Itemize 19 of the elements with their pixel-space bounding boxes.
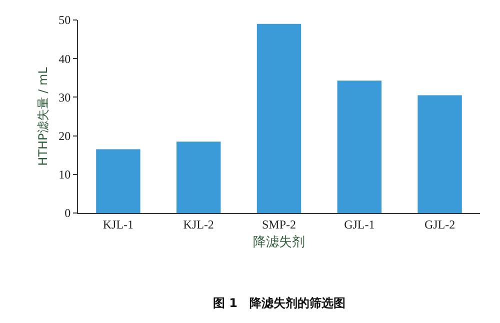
x-tick-label: GJL-2: [424, 217, 456, 232]
x-tick-label: KJL-1: [102, 217, 134, 232]
bar: [176, 142, 221, 213]
y-tick-label: 10: [58, 168, 71, 182]
bar: [96, 149, 140, 213]
y-tick-label: 0: [64, 206, 71, 220]
y-tick-label: 50: [58, 13, 71, 28]
y-tick-label: 40: [58, 52, 71, 66]
x-axis-title: 降滤失剂: [253, 234, 305, 250]
y-tick-label: 30: [58, 90, 71, 104]
bar: [256, 24, 302, 213]
bar: [337, 80, 382, 213]
caption: 图 1 降滤失剂的筛选图: [213, 296, 346, 310]
bar: [418, 95, 462, 213]
y-axis-title: HTHP滤失量 / mL: [36, 66, 50, 166]
x-tick-label: SMP-2: [262, 217, 296, 232]
y-tick-label: 20: [58, 129, 71, 143]
x-tick-label: KJL-2: [183, 217, 214, 232]
x-tick-label: GJL-1: [344, 217, 375, 232]
